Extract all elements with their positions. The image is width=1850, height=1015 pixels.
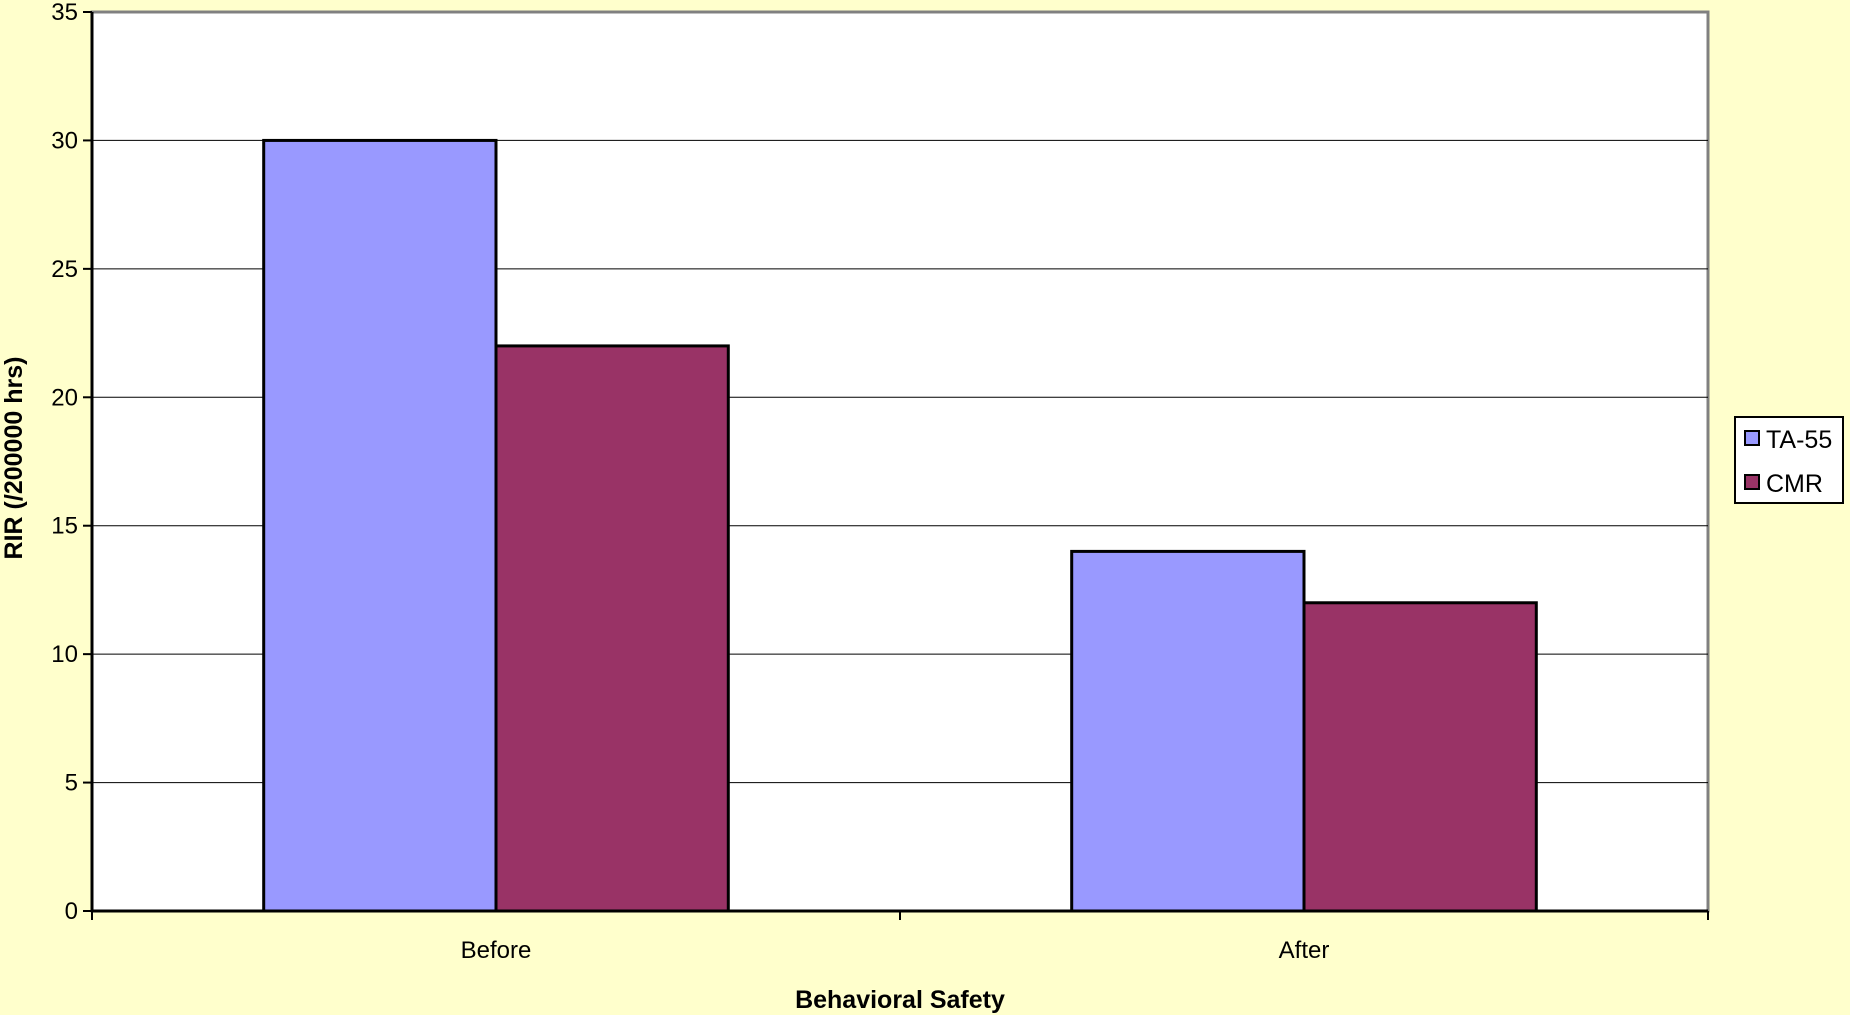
- y-tick-label: 5: [65, 770, 78, 797]
- legend: TA-55 CMR: [1734, 416, 1844, 504]
- bar-cmr-after: [1302, 601, 1538, 913]
- legend-swatch-ta-55: [1744, 430, 1760, 446]
- tick-labels: 0 5 10 15 20 25 30 35 Before After: [51, 0, 1329, 964]
- axes: [83, 11, 1709, 920]
- bar-ta-55-after: [1070, 549, 1306, 913]
- legend-swatch-cmr: [1744, 474, 1760, 490]
- bar-ta-55-before: [262, 138, 498, 913]
- y-tick-label: 35: [51, 0, 78, 26]
- y-axis-title: RIR (/200000 hrs): [0, 357, 28, 560]
- bars: [262, 138, 1538, 913]
- y-tick-label: 30: [51, 127, 78, 154]
- x-tick-label: Before: [461, 937, 532, 964]
- y-tick-label: 10: [51, 641, 78, 668]
- y-tick-label: 15: [51, 513, 78, 540]
- y-tick-label: 0: [65, 898, 78, 925]
- x-axis-title: Behavioral Safety: [795, 986, 1005, 1014]
- legend-label-cmr: CMR: [1766, 470, 1823, 498]
- y-tick-label: 25: [51, 256, 78, 283]
- x-tick-label: After: [1279, 937, 1330, 964]
- y-tick-label: 20: [51, 384, 78, 411]
- bar-cmr-before: [494, 344, 730, 913]
- legend-label-ta-55: TA-55: [1766, 426, 1832, 454]
